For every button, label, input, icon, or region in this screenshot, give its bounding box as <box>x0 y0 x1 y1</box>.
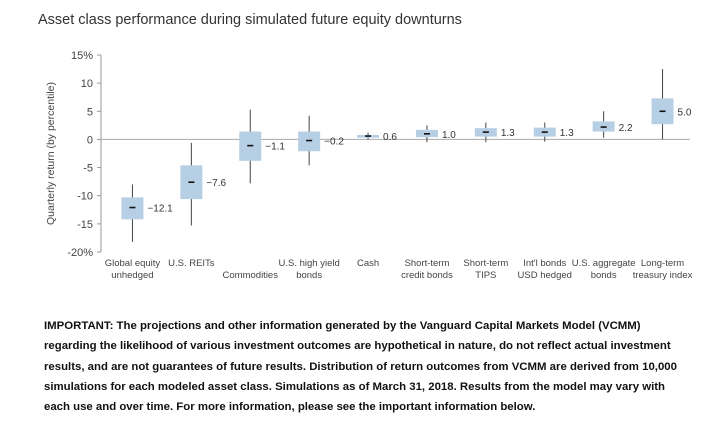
y-tick-label: -5 <box>83 163 93 175</box>
disclaimer-text: IMPORTANT: The projections and other inf… <box>44 320 677 414</box>
y-tick-label: 15% <box>71 50 93 62</box>
x-category-label: Long-term <box>641 258 684 269</box>
y-tick-label: 10 <box>81 78 93 90</box>
x-category-label: USD hedged <box>518 270 572 281</box>
y-tick-label: -15 <box>77 219 93 231</box>
x-category-label: Short-term <box>405 258 450 269</box>
data-label: −7.6 <box>206 178 226 189</box>
data-label: −0.2 <box>324 137 344 148</box>
data-label: −1.1 <box>265 142 285 153</box>
x-category-label: U.S. aggregate <box>572 258 636 269</box>
data-label: 2.2 <box>619 123 633 134</box>
x-category-label: Short-term <box>463 258 508 269</box>
x-category-label: bonds <box>296 270 322 281</box>
x-category-label: TIPS <box>475 270 496 281</box>
box-group: −1.1 Commodities <box>223 109 285 281</box>
box <box>298 131 321 152</box>
data-label: 1.3 <box>501 128 515 139</box>
data-label: −12.1 <box>147 204 173 215</box>
x-category-label: Commodities <box>223 270 279 281</box>
x-category-label: treasury index <box>633 270 693 281</box>
box-group: −7.6 U.S. REITs <box>168 142 227 269</box>
x-category-label: Global equity <box>105 258 161 269</box>
x-category-label: U.S. REITs <box>168 258 215 269</box>
data-label: 1.3 <box>560 128 574 139</box>
y-tick-label: -10 <box>77 191 93 203</box>
x-category-label: unhedged <box>111 270 153 281</box>
box-group: 0.6 Cash <box>357 132 397 269</box>
y-tick-label: 0 <box>87 134 93 146</box>
x-category-label: U.S. high yield <box>279 258 340 269</box>
box <box>121 197 144 220</box>
y-tick-label: -20% <box>67 247 93 259</box>
x-category-label: Int'l bonds <box>523 258 566 269</box>
y-axis-label: Quarterly return (by percentile) <box>45 82 57 225</box>
x-category-label: Cash <box>357 258 379 269</box>
axes: 15% 10 5 0 -5 -10 -15 -20% Quarterly return (by … <box>45 50 690 259</box>
x-category-label: credit bonds <box>401 270 453 281</box>
data-label: 5.0 <box>678 107 692 118</box>
chart-title: Asset class performance during simulated… <box>38 12 462 28</box>
x-category-label: bonds <box>591 270 617 281</box>
data-label: 0.6 <box>383 132 397 143</box>
box-plot-chart: 15% 10 5 0 -5 -10 -15 -20% Quarterly return (by … <box>45 50 693 281</box>
y-tick-label: 5 <box>87 106 93 118</box>
data-label: 1.0 <box>442 130 456 141</box>
